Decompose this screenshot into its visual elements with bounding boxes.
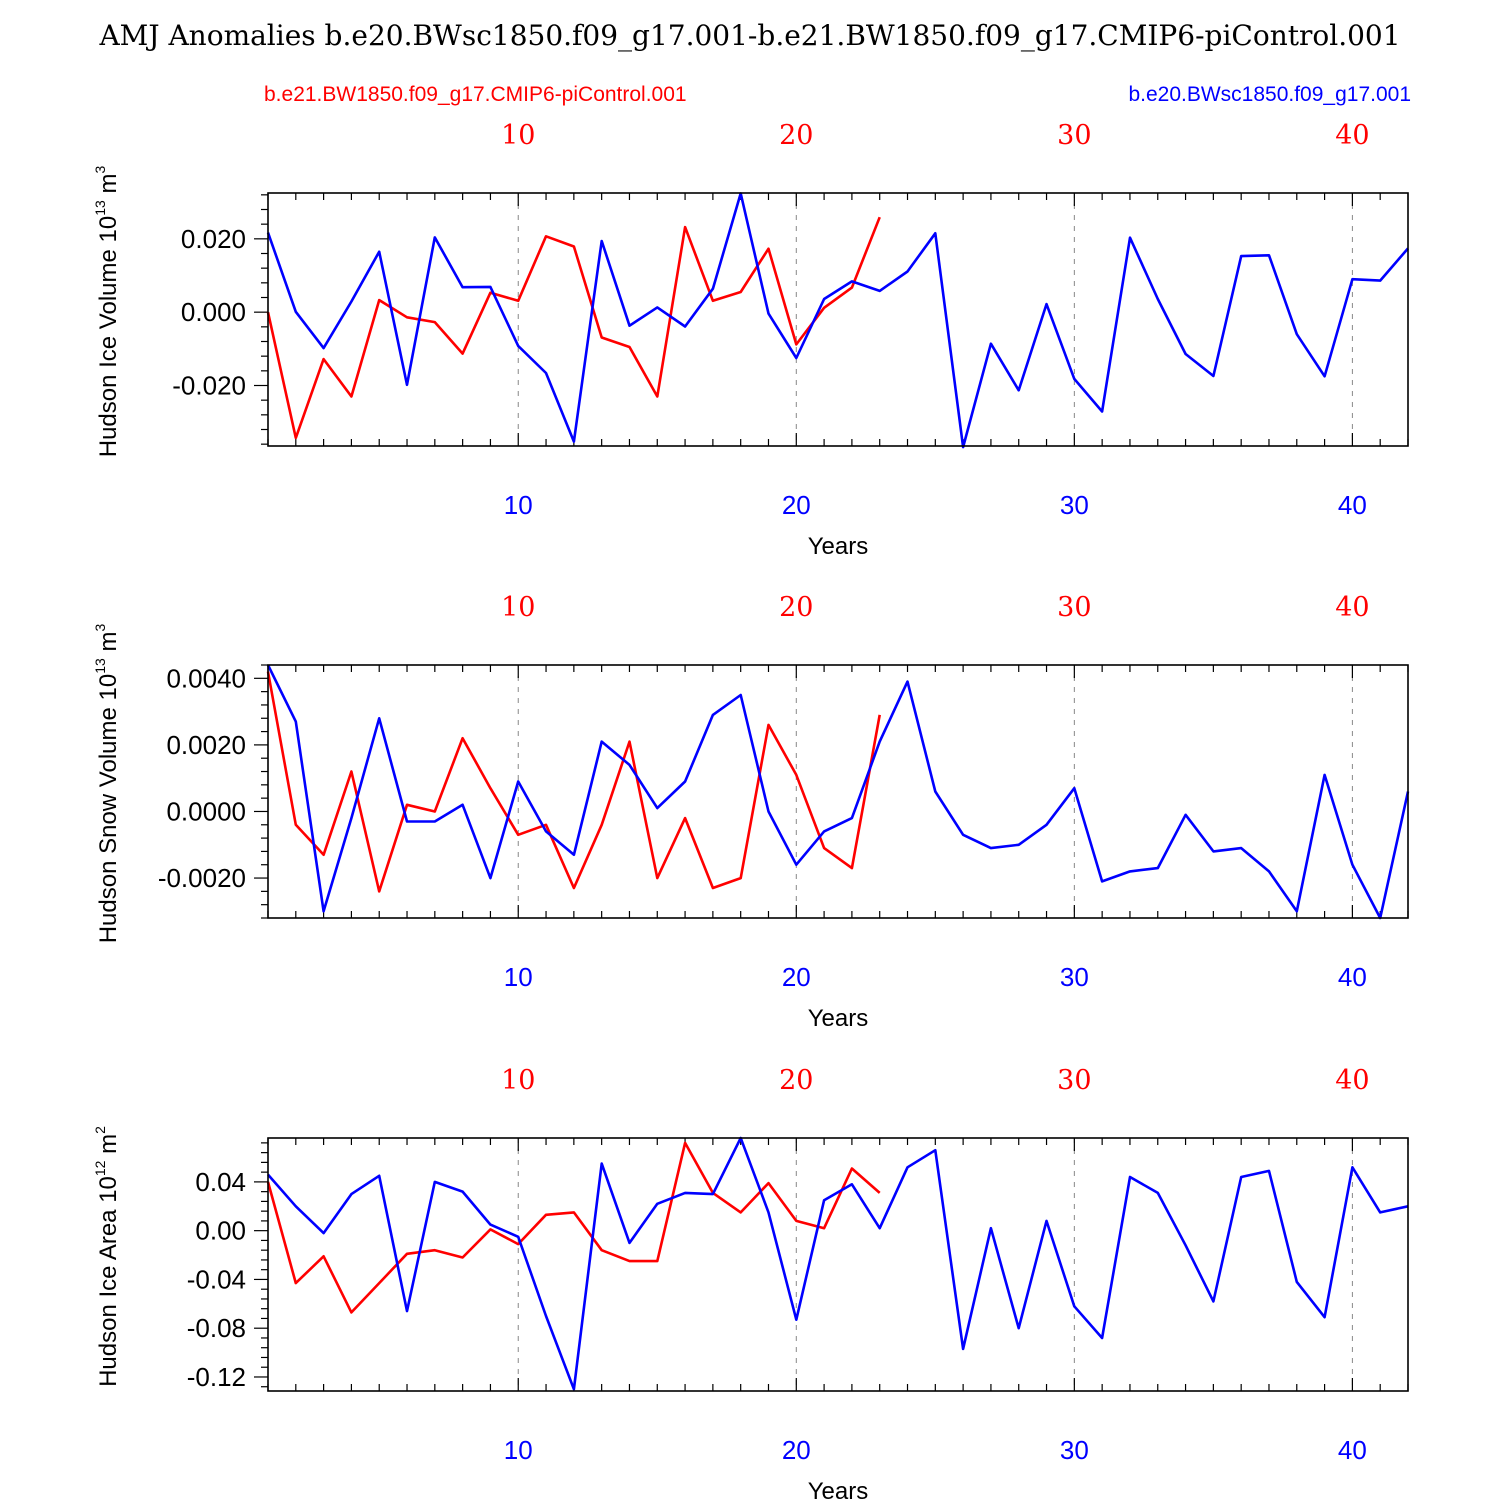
y-tick-label: 0.020 (181, 224, 246, 254)
x-tick-label-top: 20 (779, 1065, 813, 1096)
panel-ice-volume: -0.020 0.000 0.020 10 10 20 20 30 30 40 40 Years Hud… (92, 120, 1409, 560)
y-tick-label: 0.0000 (166, 796, 246, 826)
y-axis-label: Hudson Ice Volume 1013 m3 (92, 166, 122, 458)
x-tick-label-bottom: 40 (1338, 962, 1367, 992)
x-tick-label-top: 20 (779, 120, 813, 151)
x-tick-label-bottom: 30 (1060, 962, 1089, 992)
x-axis-label: Years (808, 533, 869, 560)
x-tick-label-top: 10 (501, 592, 535, 623)
y-tick-label: 0.0020 (166, 730, 246, 760)
y-tick-label: 0.04 (195, 1167, 246, 1197)
x-tick-label-top: 30 (1057, 1065, 1091, 1096)
x-axis-label: Years (808, 1478, 869, 1500)
x-tick-label-top: 10 (501, 120, 535, 151)
panel-ice-area: -0.12 -0.08 -0.04 0.00 0.04 10 10 20 20 30 30 40 40 Y… (92, 1065, 1409, 1500)
y-axis-unit-power: 3 (92, 166, 108, 174)
y-tick-label: -0.08 (187, 1313, 246, 1343)
panels-container: -0.020 0.000 0.020 10 10 20 20 30 30 40 40 Years Hud… (92, 120, 1410, 1500)
x-tick-label-top: 40 (1335, 592, 1369, 623)
plot-frame (267, 664, 1409, 919)
y-tick-label: -0.0020 (158, 863, 246, 893)
y-axis-unit-power: 3 (92, 624, 108, 632)
y-axis-unit-exponent: 13 (92, 200, 108, 216)
x-tick-label-bottom: 10 (504, 1435, 533, 1465)
y-tick-label: 0.000 (181, 297, 246, 327)
y-tick-label: -0.020 (172, 371, 246, 401)
x-tick-label-bottom: 20 (782, 962, 811, 992)
y-axis-unit-exponent: 13 (92, 658, 108, 674)
y-tick-label: -0.04 (187, 1264, 246, 1294)
y-axis-label-text: Hudson Snow Volume 10 (95, 674, 122, 944)
x-axis-label: Years (808, 1005, 869, 1032)
x-tick-label-bottom: 40 (1338, 490, 1367, 520)
series-line-experiment (266, 192, 1409, 449)
legend-experiment-label: b.e20.BWsc1850.f09_g17.001 (1128, 83, 1411, 106)
y-tick-label: 0.0040 (166, 663, 246, 693)
y-axis-label-text: Hudson Ice Area 10 (95, 1176, 122, 1387)
y-axis-label: Hudson Snow Volume 1013 m3 (92, 624, 122, 944)
x-tick-label-bottom: 30 (1060, 490, 1089, 520)
y-axis-label-text: Hudson Ice Volume 10 (95, 216, 122, 458)
main-title: AMJ Anomalies b.e20.BWsc1850.f09_g17.001… (98, 19, 1400, 52)
x-tick-label-top: 40 (1335, 120, 1369, 151)
series-line-control (266, 1141, 881, 1314)
y-axis-unit-text: m (95, 632, 122, 659)
series-line-experiment (267, 1136, 1409, 1391)
x-tick-label-bottom: 20 (782, 490, 811, 520)
x-tick-label-top: 30 (1057, 120, 1091, 151)
x-tick-label-bottom: 30 (1060, 1435, 1089, 1465)
x-tick-label-top: 30 (1057, 592, 1091, 623)
panel-snow-volume: -0.0020 0.0000 0.0020 0.0040 10 10 20 20 30 30 40 4… (92, 592, 1410, 1032)
y-axis-label: Hudson Ice Area 1012 m2 (92, 1126, 122, 1387)
x-tick-label-top: 20 (779, 592, 813, 623)
series-line-control (266, 216, 881, 440)
y-axis-unit-text: m (95, 1134, 122, 1161)
x-tick-label-bottom: 10 (504, 962, 533, 992)
y-axis-unit-power: 2 (92, 1126, 108, 1134)
x-tick-label-top: 40 (1335, 1065, 1369, 1096)
plot-frame (267, 1137, 1409, 1392)
series-line-control (266, 671, 881, 893)
y-tick-label: -0.12 (187, 1362, 246, 1392)
x-tick-label-bottom: 20 (782, 1435, 811, 1465)
x-tick-label-bottom: 40 (1338, 1435, 1367, 1465)
series-line-experiment (266, 664, 1410, 920)
x-tick-label-top: 10 (501, 1065, 535, 1096)
y-tick-label: 0.00 (195, 1216, 246, 1246)
legend-control-label: b.e21.BW1850.f09_g17.CMIP6-piControl.001 (264, 83, 687, 106)
y-axis-unit-text: m (95, 174, 122, 201)
x-tick-label-bottom: 10 (504, 490, 533, 520)
plot-frame (267, 192, 1409, 447)
y-axis-unit-exponent: 12 (92, 1160, 108, 1176)
